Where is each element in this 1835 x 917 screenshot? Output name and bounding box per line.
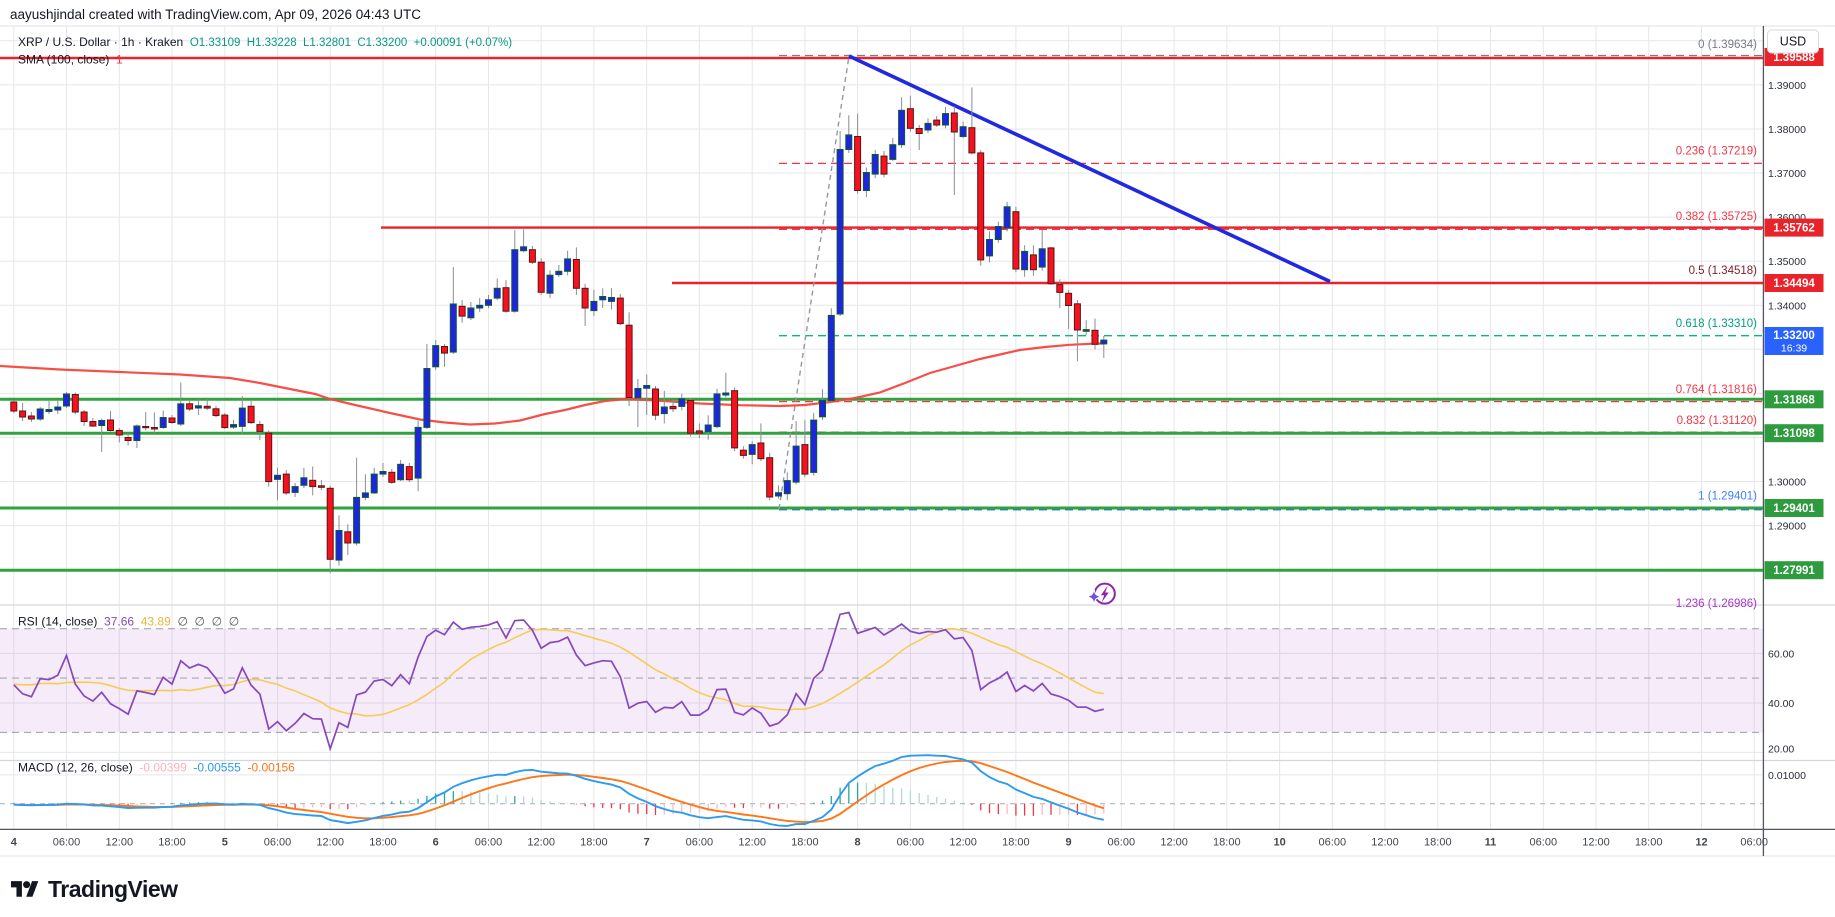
svg-text:0.01000: 0.01000 (1768, 770, 1806, 782)
svg-text:06:00: 06:00 (1530, 837, 1558, 849)
svg-text:0.618 (1.33310): 0.618 (1.33310) (1676, 318, 1757, 330)
svg-text:12:00: 12:00 (527, 837, 555, 849)
svg-text:RSI (14, close) 37.66 43.89: RSI (14, close) 37.66 43.89 ∅ ∅ ∅ ∅ (18, 615, 239, 629)
svg-text:60.00: 60.00 (1768, 648, 1794, 660)
svg-text:11: 11 (1485, 837, 1497, 849)
svg-text:1.35762: 1.35762 (1773, 223, 1815, 235)
svg-text:06:00: 06:00 (475, 837, 503, 849)
svg-text:06:00: 06:00 (1108, 837, 1136, 849)
svg-text:0.832 (1.31120): 0.832 (1.31120) (1677, 415, 1758, 427)
svg-text:7: 7 (644, 837, 650, 849)
svg-text:9: 9 (1066, 837, 1072, 849)
svg-text:18:00: 18:00 (1002, 837, 1030, 849)
svg-text:8: 8 (855, 837, 861, 849)
svg-text:1.29000: 1.29000 (1768, 521, 1806, 533)
svg-text:06:00: 06:00 (686, 837, 714, 849)
svg-text:1.37000: 1.37000 (1768, 168, 1806, 180)
svg-text:10: 10 (1273, 837, 1285, 849)
svg-text:18:00: 18:00 (580, 837, 608, 849)
svg-text:TradingView: TradingView (48, 876, 178, 902)
svg-text:1.39000: 1.39000 (1768, 80, 1806, 92)
svg-text:18:00: 18:00 (158, 837, 186, 849)
svg-text:1.31868: 1.31868 (1773, 394, 1815, 406)
svg-text:12:00: 12:00 (1371, 837, 1399, 849)
svg-text:1.34000: 1.34000 (1768, 300, 1806, 312)
svg-text:06:00: 06:00 (1740, 837, 1768, 849)
svg-text:aayushjindal created with Trad: aayushjindal created with TradingView.co… (10, 7, 421, 22)
svg-text:1.33200: 1.33200 (1773, 330, 1815, 342)
svg-text:MACD (12, 26, close) -0.00399: MACD (12, 26, close) -0.00399 -0.00555 -… (18, 761, 295, 775)
svg-text:1.34494: 1.34494 (1773, 278, 1815, 290)
svg-text:18:00: 18:00 (1635, 837, 1663, 849)
svg-text:12:00: 12:00 (949, 837, 977, 849)
svg-text:18:00: 18:00 (1213, 837, 1241, 849)
svg-text:12:00: 12:00 (1160, 837, 1188, 849)
svg-text:12:00: 12:00 (106, 837, 134, 849)
svg-text:0.382 (1.35725): 0.382 (1.35725) (1676, 211, 1757, 223)
svg-text:12:00: 12:00 (1582, 837, 1610, 849)
svg-text:06:00: 06:00 (897, 837, 925, 849)
svg-text:18:00: 18:00 (1424, 837, 1452, 849)
svg-text:1.35000: 1.35000 (1768, 256, 1806, 268)
svg-text:1.29401: 1.29401 (1773, 503, 1815, 515)
svg-text:0 (1.39634): 0 (1.39634) (1698, 39, 1757, 51)
svg-text:XRP / U.S. Dollar · 1h · Krake: XRP / U.S. Dollar · 1h · Kraken O1.33109… (18, 35, 512, 49)
svg-text:1.31098: 1.31098 (1773, 428, 1815, 440)
svg-text:1.30000: 1.30000 (1768, 477, 1806, 489)
svg-text:18:00: 18:00 (369, 837, 397, 849)
svg-text:06:00: 06:00 (264, 837, 292, 849)
svg-text:12:00: 12:00 (316, 837, 344, 849)
svg-text:1.236 (1.26986): 1.236 (1.26986) (1676, 598, 1757, 610)
svg-text:40.00: 40.00 (1768, 698, 1794, 710)
svg-text:USD: USD (1780, 35, 1806, 49)
svg-text:06:00: 06:00 (53, 837, 81, 849)
svg-text:16:39: 16:39 (1781, 343, 1807, 355)
svg-text:0.5 (1.34518): 0.5 (1.34518) (1689, 265, 1758, 277)
svg-text:12: 12 (1695, 837, 1707, 849)
svg-text:20.00: 20.00 (1768, 744, 1794, 756)
svg-text:1 (1.29401): 1 (1.29401) (1698, 491, 1757, 503)
svg-text:SMA (100, close) 1: SMA (100, close) 1 (18, 53, 123, 67)
svg-text:1.27991: 1.27991 (1773, 565, 1815, 577)
svg-text:6: 6 (433, 837, 439, 849)
svg-text:06:00: 06:00 (1319, 837, 1347, 849)
svg-text:18:00: 18:00 (791, 837, 819, 849)
svg-text:1.38000: 1.38000 (1768, 124, 1806, 136)
svg-text:0.764 (1.31816): 0.764 (1.31816) (1676, 384, 1757, 396)
svg-text:0.236 (1.37219): 0.236 (1.37219) (1676, 146, 1757, 158)
svg-text:1.39588: 1.39588 (1773, 52, 1815, 64)
svg-text:12:00: 12:00 (738, 837, 766, 849)
svg-text:5: 5 (222, 837, 228, 849)
svg-text:4: 4 (11, 837, 18, 849)
